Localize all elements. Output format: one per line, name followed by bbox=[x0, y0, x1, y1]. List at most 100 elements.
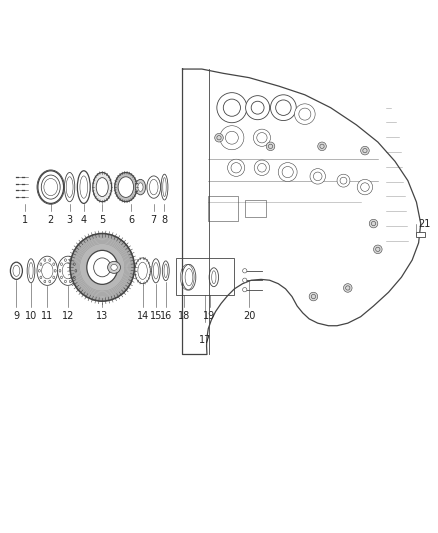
Ellipse shape bbox=[162, 261, 169, 281]
Circle shape bbox=[246, 95, 270, 120]
Circle shape bbox=[340, 177, 347, 184]
Circle shape bbox=[369, 219, 378, 228]
Circle shape bbox=[360, 183, 369, 191]
Circle shape bbox=[226, 131, 238, 144]
Ellipse shape bbox=[111, 264, 117, 270]
Circle shape bbox=[223, 99, 240, 116]
Text: 4: 4 bbox=[81, 215, 87, 225]
Text: 15: 15 bbox=[150, 311, 162, 321]
Ellipse shape bbox=[96, 177, 108, 197]
Ellipse shape bbox=[41, 175, 60, 199]
Ellipse shape bbox=[93, 173, 112, 201]
Ellipse shape bbox=[70, 233, 134, 301]
Ellipse shape bbox=[182, 264, 196, 290]
Text: 8: 8 bbox=[162, 215, 168, 225]
Ellipse shape bbox=[42, 263, 53, 279]
Text: 14: 14 bbox=[137, 311, 149, 321]
Ellipse shape bbox=[147, 176, 161, 198]
Circle shape bbox=[257, 133, 267, 143]
Circle shape bbox=[310, 168, 325, 184]
Text: 13: 13 bbox=[96, 311, 108, 321]
Text: 5: 5 bbox=[99, 215, 106, 225]
Circle shape bbox=[231, 163, 241, 173]
Text: 18: 18 bbox=[178, 311, 190, 321]
Circle shape bbox=[253, 129, 271, 147]
Circle shape bbox=[337, 174, 350, 187]
Text: 2: 2 bbox=[48, 215, 54, 225]
Ellipse shape bbox=[115, 173, 137, 201]
Text: 6: 6 bbox=[128, 215, 134, 225]
Ellipse shape bbox=[11, 262, 22, 279]
Text: 7: 7 bbox=[151, 215, 157, 225]
Polygon shape bbox=[183, 69, 421, 354]
Text: 19: 19 bbox=[203, 311, 215, 321]
Ellipse shape bbox=[135, 258, 150, 284]
Text: 3: 3 bbox=[67, 215, 73, 225]
Circle shape bbox=[357, 180, 373, 195]
Ellipse shape bbox=[185, 269, 193, 286]
Bar bbox=[417, 232, 425, 237]
Bar bbox=[208, 196, 238, 221]
Ellipse shape bbox=[58, 256, 78, 285]
Ellipse shape bbox=[138, 262, 147, 279]
Text: 21: 21 bbox=[419, 220, 431, 229]
Circle shape bbox=[314, 172, 322, 181]
Text: 1: 1 bbox=[22, 215, 28, 225]
Circle shape bbox=[251, 101, 264, 114]
Ellipse shape bbox=[62, 263, 74, 279]
Text: 17: 17 bbox=[199, 335, 211, 345]
Ellipse shape bbox=[44, 179, 58, 196]
Circle shape bbox=[309, 292, 318, 301]
Ellipse shape bbox=[66, 177, 73, 197]
Circle shape bbox=[276, 100, 291, 116]
Ellipse shape bbox=[78, 171, 90, 204]
Circle shape bbox=[220, 126, 244, 150]
Text: 10: 10 bbox=[25, 311, 37, 321]
Ellipse shape bbox=[94, 258, 111, 277]
Circle shape bbox=[228, 159, 245, 176]
Circle shape bbox=[243, 269, 247, 273]
Ellipse shape bbox=[164, 264, 167, 278]
Ellipse shape bbox=[38, 171, 64, 204]
Circle shape bbox=[266, 142, 275, 151]
Ellipse shape bbox=[87, 251, 118, 285]
Ellipse shape bbox=[118, 177, 134, 197]
Text: 12: 12 bbox=[62, 311, 74, 321]
Text: 9: 9 bbox=[13, 311, 19, 321]
Circle shape bbox=[278, 163, 297, 182]
Text: 20: 20 bbox=[243, 311, 255, 321]
Circle shape bbox=[374, 245, 382, 254]
Ellipse shape bbox=[153, 263, 159, 279]
Circle shape bbox=[360, 147, 369, 155]
Ellipse shape bbox=[29, 263, 33, 279]
Ellipse shape bbox=[135, 180, 145, 195]
Circle shape bbox=[343, 284, 352, 292]
Circle shape bbox=[271, 95, 296, 120]
Circle shape bbox=[294, 104, 315, 124]
Circle shape bbox=[318, 142, 326, 151]
Ellipse shape bbox=[27, 259, 35, 283]
Ellipse shape bbox=[80, 176, 88, 198]
Circle shape bbox=[254, 160, 270, 175]
Circle shape bbox=[299, 108, 311, 120]
Circle shape bbox=[258, 164, 266, 172]
Ellipse shape bbox=[108, 261, 120, 273]
Bar bbox=[245, 200, 266, 217]
Ellipse shape bbox=[163, 177, 166, 197]
Ellipse shape bbox=[64, 173, 75, 201]
Text: 11: 11 bbox=[41, 311, 53, 321]
Circle shape bbox=[217, 93, 247, 123]
Ellipse shape bbox=[152, 259, 160, 283]
Ellipse shape bbox=[37, 256, 58, 285]
Ellipse shape bbox=[209, 268, 219, 287]
Circle shape bbox=[243, 287, 247, 292]
Bar bbox=[176, 259, 234, 295]
Circle shape bbox=[282, 166, 293, 177]
Circle shape bbox=[215, 133, 223, 142]
Ellipse shape bbox=[149, 180, 158, 195]
Ellipse shape bbox=[161, 174, 168, 200]
Circle shape bbox=[243, 278, 247, 282]
Ellipse shape bbox=[13, 265, 20, 277]
Ellipse shape bbox=[138, 183, 143, 191]
Ellipse shape bbox=[212, 271, 216, 284]
